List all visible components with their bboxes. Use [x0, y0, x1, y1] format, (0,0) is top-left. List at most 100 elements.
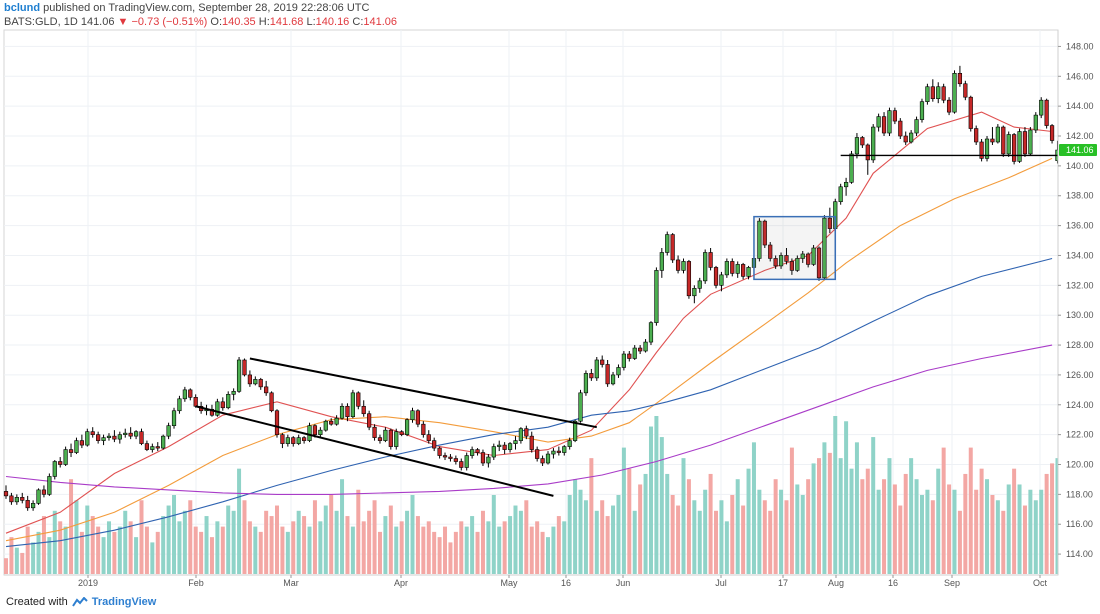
candle-body: [719, 274, 724, 286]
candle: [1033, 112, 1038, 134]
candle-body: [85, 431, 90, 446]
candle: [41, 485, 47, 498]
volume-bar: [854, 442, 859, 574]
candle-body: [117, 434, 122, 440]
candle: [724, 258, 729, 278]
candle-body: [995, 126, 1000, 143]
candle: [556, 446, 561, 456]
volume-bar: [443, 526, 448, 574]
candle-body: [166, 425, 171, 437]
volume-bar: [9, 537, 14, 574]
candle: [768, 242, 773, 262]
candle: [410, 407, 415, 423]
candle-body: [524, 428, 529, 437]
chart-pane[interactable]: [3, 29, 1059, 576]
candle: [280, 433, 285, 449]
candle: [356, 391, 361, 410]
candle: [426, 430, 431, 444]
price-tick-label: 146.00: [1066, 71, 1094, 81]
candle-body: [513, 440, 518, 444]
volume-bar: [751, 442, 756, 574]
candle: [220, 397, 225, 411]
candle-body: [25, 500, 30, 509]
volume-bar: [399, 521, 404, 574]
price-tick-label: 126.00: [1066, 370, 1094, 380]
candle: [47, 473, 52, 496]
candle-body: [442, 455, 448, 458]
candle: [58, 457, 63, 468]
candle: [795, 255, 800, 272]
candle: [1044, 98, 1049, 129]
price-tick-label: 124.00: [1066, 400, 1094, 410]
candle: [545, 451, 551, 465]
candle-body: [583, 373, 589, 394]
volume-bar: [817, 458, 821, 574]
volume-bar: [600, 500, 605, 574]
volume-bar: [491, 495, 496, 574]
candle: [139, 428, 144, 446]
candle-body: [974, 128, 979, 143]
candle: [74, 437, 79, 455]
candle: [301, 436, 307, 444]
price-axis[interactable]: 114.00 116.00 118.00 120.00 122.00 124.00 126.…: [1057, 30, 1100, 575]
candle-body: [52, 461, 57, 477]
candle-body: [394, 431, 399, 447]
candle: [448, 454, 453, 462]
candle-body: [529, 435, 534, 450]
volume-bar: [264, 510, 269, 574]
candle: [350, 389, 355, 419]
candle: [323, 419, 328, 432]
candle: [231, 388, 236, 401]
volume-bar: [464, 526, 469, 574]
candle-body: [334, 417, 339, 425]
candle: [36, 488, 41, 505]
candle: [892, 107, 897, 125]
candle: [274, 409, 280, 438]
candle: [133, 430, 139, 440]
candle: [388, 428, 393, 450]
candle-body: [1017, 131, 1022, 162]
volume-bar: [231, 510, 236, 574]
volume-bar: [1017, 484, 1022, 574]
volume-bar: [822, 442, 827, 574]
candle: [480, 449, 486, 466]
drawings[interactable]: [195, 154, 1058, 497]
time-tick-label: 16: [561, 578, 571, 588]
tradingview-brand[interactable]: TradingView: [91, 596, 157, 608]
time-axis[interactable]: 2019 Feb Mar Apr May 16 Jun Jul 17 Aug 16 Sep Oct: [4, 574, 1058, 588]
candle-body: [898, 120, 903, 137]
volume-bar: [220, 526, 225, 574]
candle-body: [535, 449, 540, 459]
volume-bar: [529, 526, 534, 574]
volume-bar: [480, 510, 485, 574]
candle: [79, 434, 84, 449]
candle: [513, 436, 518, 450]
candle: [703, 249, 708, 284]
footer: Created with TradingView: [6, 596, 156, 608]
candle: [518, 427, 523, 444]
candle: [540, 455, 545, 466]
candle-body: [768, 244, 773, 259]
candle: [605, 359, 610, 387]
volume-bar: [985, 479, 990, 574]
candle: [919, 98, 925, 123]
volume-bar: [128, 521, 133, 574]
candle-body: [247, 374, 253, 385]
volume-bar: [90, 516, 95, 574]
candle: [681, 258, 686, 274]
candle: [963, 80, 968, 101]
volume-bar: [117, 526, 122, 574]
volume-bar: [654, 416, 659, 574]
candle: [773, 255, 778, 269]
volume-bar: [741, 505, 746, 574]
time-tick-label: Sep: [944, 578, 960, 588]
low-value: 140.16: [315, 16, 350, 28]
candle-body: [778, 255, 784, 267]
candle-body: [404, 419, 410, 435]
candle-body: [572, 420, 578, 441]
author-name[interactable]: bclund: [4, 2, 41, 14]
candle-body: [589, 373, 594, 379]
candle-body: [871, 126, 876, 161]
volume-bar: [79, 531, 84, 574]
